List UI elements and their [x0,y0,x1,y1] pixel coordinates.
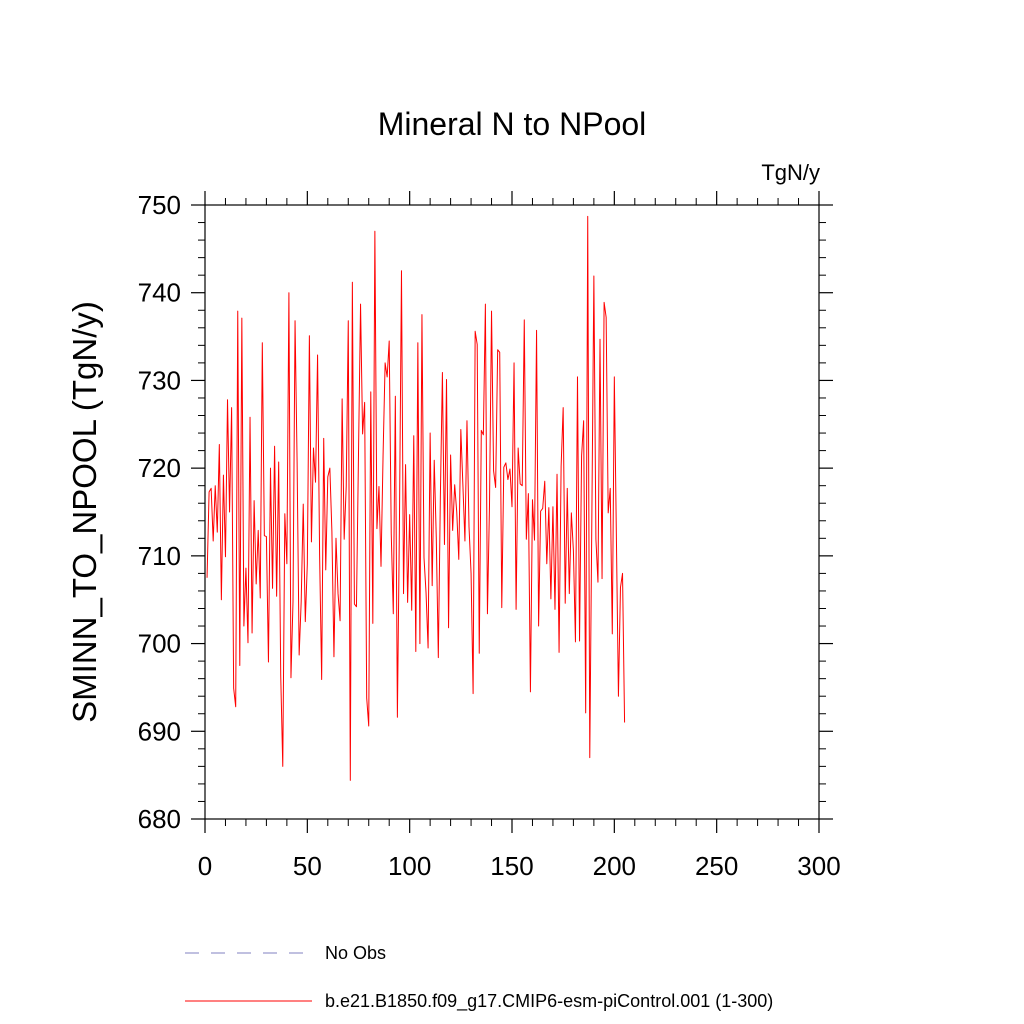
tick-labels: 0 50 100 150 200 250 300 680 690 700 710 720 730 740 7… [138,190,841,881]
y-tick-label: 730 [138,365,181,395]
y-tick-label: 700 [138,629,181,659]
legend-label-model-run: b.e21.B1850.f09_g17.CMIP6-esm-piControl.… [325,991,773,1012]
x-tick-label: 150 [490,851,533,881]
legend: No Obs b.e21.B1850.f09_g17.CMIP6-esm-piC… [185,943,773,1012]
series-layer [206,215,626,781]
legend-label-no-obs: No Obs [325,943,386,963]
y-tick-label: 750 [138,190,181,220]
series-line-model-run [206,215,626,781]
x-tick-label: 200 [593,851,636,881]
axis-ticks [191,191,833,833]
y-tick-label: 690 [138,716,181,746]
chart-title: Mineral N to NPool [378,106,647,142]
y-tick-label: 740 [138,278,181,308]
y-tick-label: 720 [138,453,181,483]
y-tick-label: 710 [138,541,181,571]
x-tick-label: 250 [695,851,738,881]
y-axis-label: SMINN_TO_NPOOL (TgN/y) [66,301,103,723]
x-tick-label: 0 [198,851,212,881]
x-tick-label: 100 [388,851,431,881]
y-tick-label: 680 [138,804,181,834]
x-tick-label: 300 [797,851,840,881]
x-tick-label: 50 [293,851,322,881]
units-label: TgN/y [761,160,820,185]
plot-frame [204,204,820,820]
